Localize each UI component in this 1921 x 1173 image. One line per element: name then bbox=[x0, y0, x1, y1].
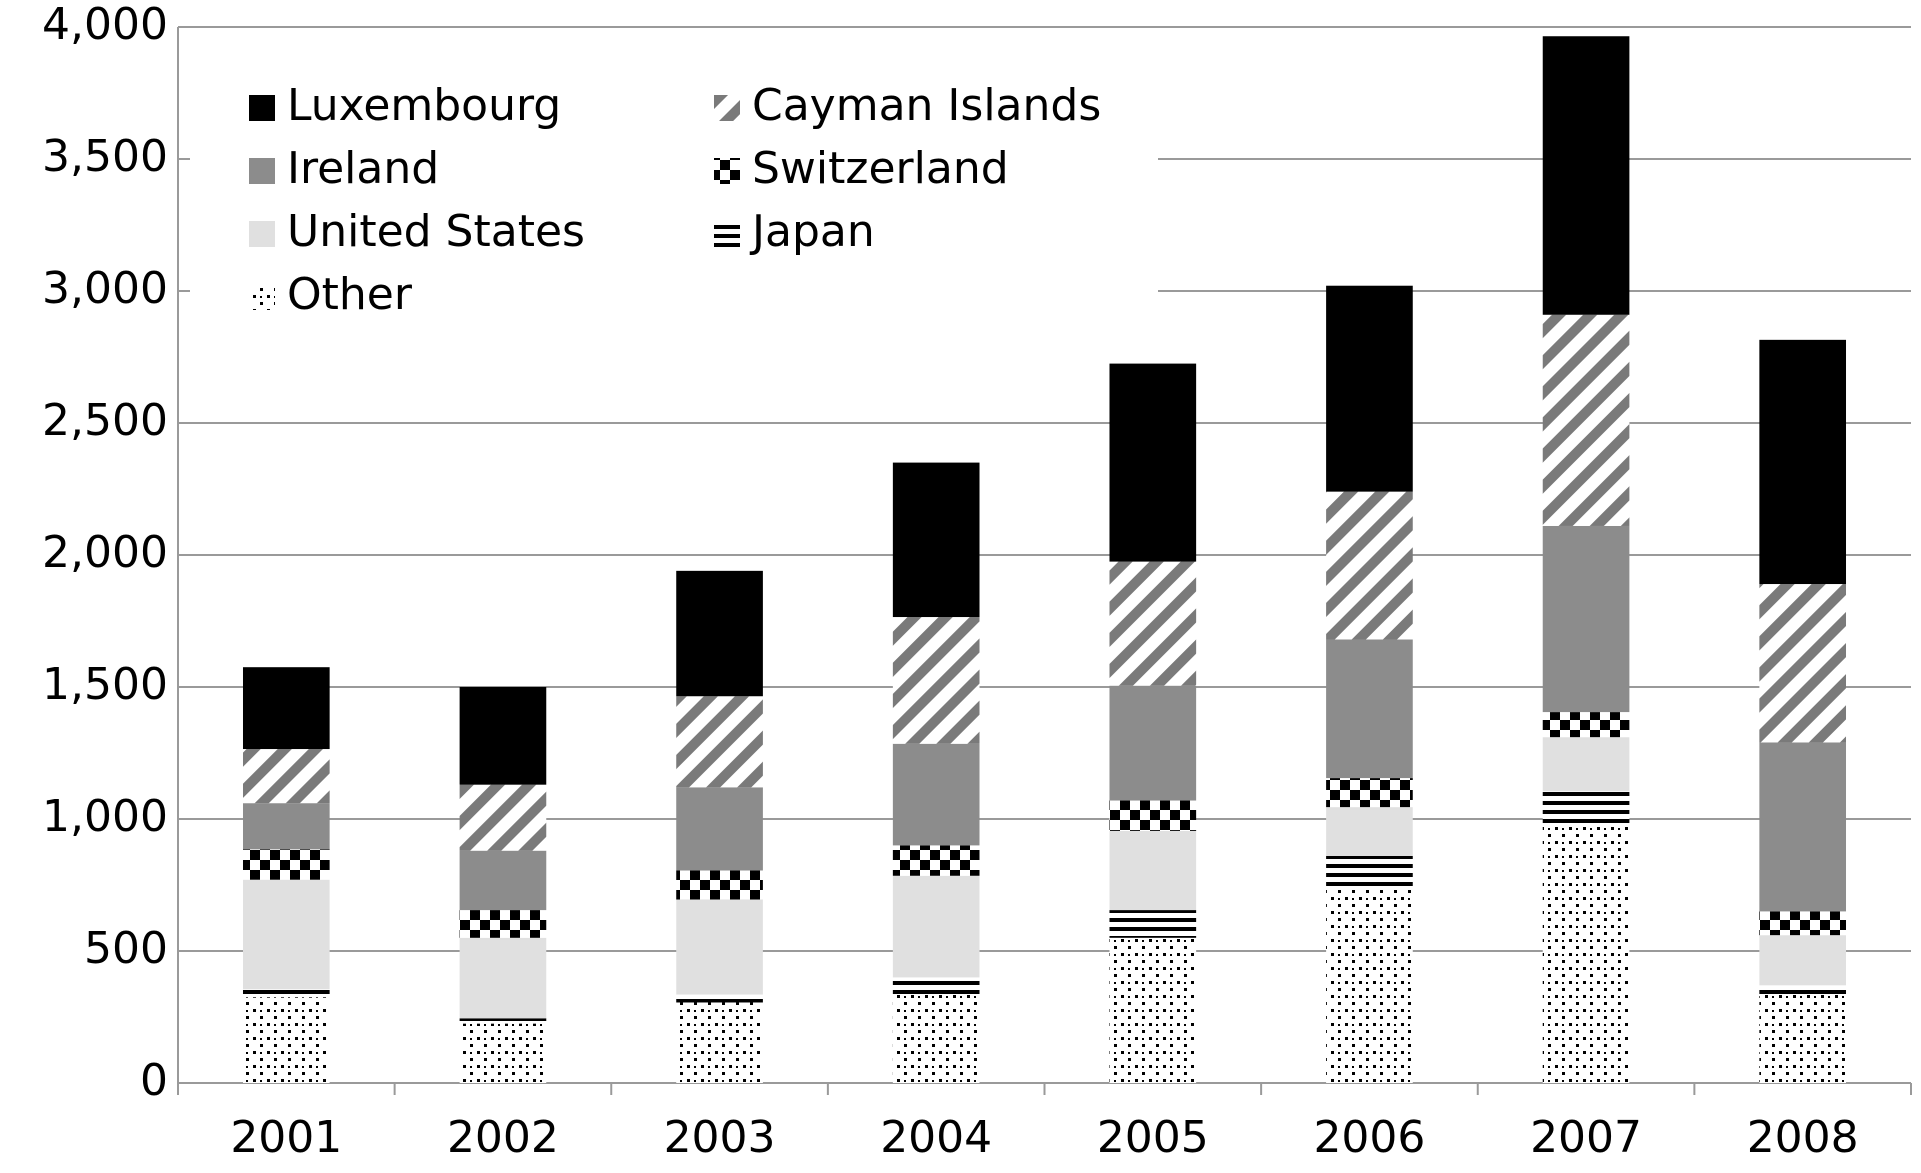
y-tick-label: 500 bbox=[84, 923, 168, 974]
y-tick-label: 2,000 bbox=[42, 527, 168, 578]
bar-segment bbox=[1542, 826, 1630, 1083]
x-tick-label: 2004 bbox=[880, 1112, 992, 1163]
legend-label: Switzerland bbox=[752, 143, 1009, 194]
bar-segment bbox=[1326, 639, 1413, 779]
x-tick-label: 2007 bbox=[1530, 1112, 1642, 1163]
bar-segment bbox=[1326, 491, 1413, 640]
bar-segment bbox=[1109, 800, 1197, 831]
x-tick-label: 2001 bbox=[230, 1112, 342, 1163]
bar-segment bbox=[676, 570, 763, 697]
bar-segment bbox=[1326, 807, 1413, 856]
y-tick-label: 1,500 bbox=[42, 659, 168, 710]
bar-segment bbox=[892, 617, 980, 744]
bar-segment bbox=[1759, 742, 1847, 912]
bar-segment bbox=[1542, 737, 1630, 792]
bar-segment bbox=[1542, 712, 1630, 738]
legend-swatch bbox=[249, 284, 275, 310]
bar-segment bbox=[1759, 584, 1847, 743]
legend-label: Other bbox=[287, 269, 413, 320]
bar-segment bbox=[1759, 935, 1847, 986]
bar-segment bbox=[1109, 363, 1197, 562]
bar-segment bbox=[459, 850, 547, 911]
bar-segment bbox=[242, 803, 330, 850]
bar-segment bbox=[676, 1002, 763, 1083]
bar-segment bbox=[1542, 525, 1630, 713]
bar-segment bbox=[676, 787, 763, 871]
bar-segment bbox=[459, 687, 547, 785]
bar-segment bbox=[242, 997, 330, 1083]
y-tick-label: 3,500 bbox=[42, 131, 168, 182]
bar-segment bbox=[1109, 685, 1197, 801]
legend-label: Luxembourg bbox=[287, 80, 561, 131]
legend-swatch bbox=[714, 221, 740, 247]
bar-segment bbox=[1326, 778, 1413, 808]
legend-label: Ireland bbox=[287, 143, 439, 194]
bar-segment bbox=[1109, 937, 1197, 1083]
bar-segment bbox=[676, 696, 763, 788]
bar-segment bbox=[242, 849, 330, 880]
bar-segment bbox=[892, 743, 980, 846]
bar-segment bbox=[1759, 985, 1847, 995]
legend-label: Cayman Islands bbox=[752, 80, 1101, 131]
bar-segment bbox=[1109, 910, 1197, 938]
bar-segment bbox=[1759, 911, 1847, 936]
x-tick-label: 2003 bbox=[664, 1112, 776, 1163]
x-tick-label: 2005 bbox=[1097, 1112, 1209, 1163]
bar-segment bbox=[1542, 791, 1630, 827]
x-tick-label: 2006 bbox=[1313, 1112, 1425, 1163]
bar-segment bbox=[459, 1023, 547, 1083]
bar-segment bbox=[459, 1018, 547, 1024]
bar-segment bbox=[1542, 36, 1630, 315]
legend-swatch bbox=[714, 95, 740, 121]
bar-segment bbox=[1326, 285, 1413, 492]
bar-segment bbox=[892, 462, 980, 618]
y-tick-label: 4,000 bbox=[42, 0, 168, 50]
legend-swatch bbox=[249, 158, 275, 184]
y-tick-label: 0 bbox=[140, 1055, 168, 1106]
y-tick-label: 2,500 bbox=[42, 395, 168, 446]
bar-segment bbox=[1326, 888, 1413, 1083]
bar-segment bbox=[459, 784, 547, 851]
bar-segment bbox=[892, 994, 980, 1083]
bar-segment bbox=[242, 667, 330, 750]
bar-segment bbox=[459, 937, 547, 1019]
legend-swatch bbox=[249, 95, 275, 121]
legend-swatch bbox=[714, 158, 740, 184]
bar-segment bbox=[242, 989, 330, 998]
y-tick-label: 3,000 bbox=[42, 263, 168, 314]
bar-segment bbox=[1759, 994, 1847, 1083]
x-tick-label: 2002 bbox=[447, 1112, 559, 1163]
y-tick-label: 1,000 bbox=[42, 791, 168, 842]
bar-segment bbox=[242, 749, 330, 804]
bar-segment bbox=[1542, 314, 1630, 526]
bar-segment bbox=[892, 977, 980, 995]
legend-swatch bbox=[249, 221, 275, 247]
bar-segment bbox=[459, 910, 547, 938]
bar-segment bbox=[1759, 339, 1847, 585]
bar-segment bbox=[676, 994, 763, 1003]
bar-segment bbox=[1109, 830, 1197, 911]
bar-segment bbox=[676, 899, 763, 995]
bar-segment bbox=[1109, 561, 1197, 686]
legend-label: United States bbox=[287, 206, 585, 257]
legend-background bbox=[190, 62, 1158, 327]
legend-label: Japan bbox=[749, 206, 875, 257]
bar-segment bbox=[892, 845, 980, 876]
x-tick-label: 2008 bbox=[1747, 1112, 1859, 1163]
bar-segment bbox=[1326, 855, 1413, 889]
bar-segment bbox=[242, 879, 330, 990]
bar-segment bbox=[676, 870, 763, 900]
bar-segment bbox=[892, 875, 980, 978]
